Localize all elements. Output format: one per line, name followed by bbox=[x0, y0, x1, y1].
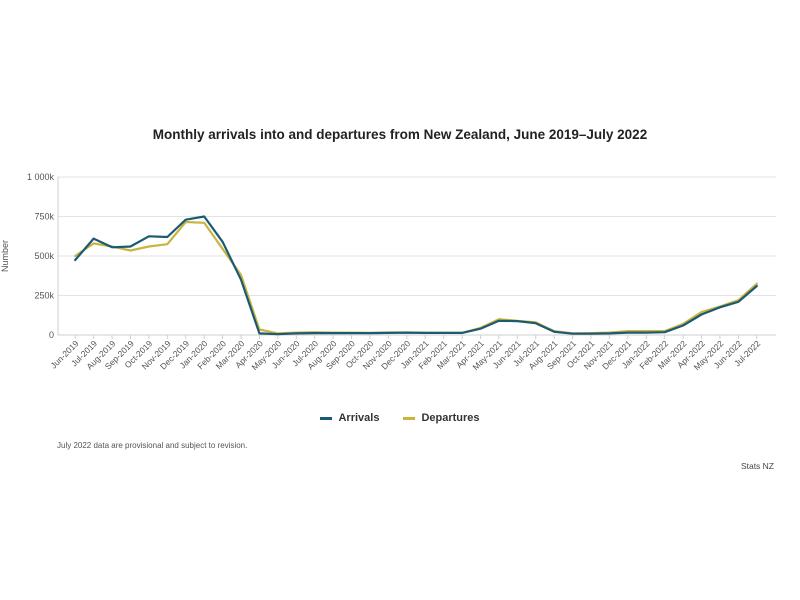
legend-swatch-departures bbox=[403, 416, 416, 420]
y-tick-label: 1 000k bbox=[27, 172, 55, 182]
legend-item-arrivals[interactable]: Arrivals bbox=[320, 412, 379, 424]
legend-label-departures: Departures bbox=[421, 412, 480, 424]
y-tick-label: 0 bbox=[49, 330, 54, 340]
y-axis-title: Number bbox=[0, 240, 10, 272]
series-line-departures[interactable] bbox=[74, 220, 758, 335]
chart-title: Monthly arrivals into and departures fro… bbox=[152, 127, 648, 142]
chart-footnote: July 2022 data are provisional and subje… bbox=[57, 441, 248, 450]
y-tick-label: 750k bbox=[34, 212, 54, 222]
legend-label-arrivals: Arrivals bbox=[338, 412, 380, 424]
y-tick-label: 250k bbox=[34, 291, 54, 301]
series-line-arrivals[interactable] bbox=[74, 215, 758, 336]
legend-swatch-arrivals bbox=[320, 416, 333, 420]
legend-item-departures[interactable]: Departures bbox=[403, 412, 480, 424]
y-tick-label: 500k bbox=[34, 251, 54, 261]
chart-source-credit: Stats NZ bbox=[740, 461, 774, 471]
chart-legend: Arrivals Departures bbox=[0, 412, 800, 424]
